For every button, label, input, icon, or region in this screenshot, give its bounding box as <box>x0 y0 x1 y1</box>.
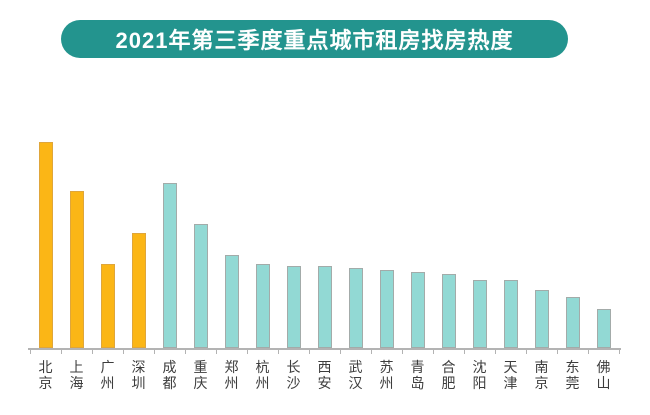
axis-tick <box>30 349 31 354</box>
bar <box>317 265 332 348</box>
bar <box>472 280 487 348</box>
bar-label: 青岛 <box>410 359 425 391</box>
axis-tick <box>371 349 372 354</box>
bar-label: 西安 <box>317 359 332 391</box>
axis-tick <box>61 349 62 354</box>
bar-label: 郑州 <box>224 359 239 391</box>
axis-tick <box>309 349 310 354</box>
bar <box>596 308 611 348</box>
bar <box>379 269 394 348</box>
bar-label: 长沙 <box>286 359 301 391</box>
bar-label: 天津 <box>503 359 518 391</box>
axis-tick <box>154 349 155 354</box>
x-axis-line <box>28 348 621 350</box>
bar <box>162 183 177 348</box>
bar <box>255 263 270 348</box>
axis-tick <box>216 349 217 354</box>
bar <box>286 265 301 348</box>
bar <box>224 255 239 348</box>
bar-label: 东莞 <box>565 359 580 391</box>
axis-tick <box>340 349 341 354</box>
bar-label: 北京 <box>38 359 53 391</box>
axis-tick <box>619 349 620 354</box>
axis-tick <box>464 349 465 354</box>
bar-label: 重庆 <box>193 359 208 391</box>
axis-tick <box>588 349 589 354</box>
bar-label: 南京 <box>534 359 549 391</box>
axis-tick <box>557 349 558 354</box>
axis-tick <box>123 349 124 354</box>
bar-label: 武汉 <box>348 359 363 391</box>
bar-label: 合肥 <box>441 359 456 391</box>
bar <box>503 280 518 348</box>
bar <box>69 191 84 348</box>
bar <box>565 296 580 348</box>
axis-tick <box>526 349 527 354</box>
bar <box>193 224 208 348</box>
bar-label: 佛山 <box>596 359 611 391</box>
axis-tick <box>278 349 279 354</box>
bar <box>348 267 363 348</box>
bar-label: 杭州 <box>255 359 270 391</box>
axis-tick <box>92 349 93 354</box>
axis-tick <box>495 349 496 354</box>
axis-tick <box>247 349 248 354</box>
bar-label: 成都 <box>162 359 177 391</box>
bar <box>38 142 53 348</box>
axis-tick <box>402 349 403 354</box>
axis-tick <box>185 349 186 354</box>
bar-label: 广州 <box>100 359 115 391</box>
bar-label: 深圳 <box>131 359 146 391</box>
chart-title: 2021年第三季度重点城市租房找房热度 <box>115 28 514 53</box>
bar <box>131 232 146 348</box>
bar <box>441 273 456 348</box>
bar <box>534 290 549 348</box>
bar <box>410 271 425 348</box>
bar-label: 上海 <box>69 359 84 391</box>
axis-tick <box>433 349 434 354</box>
chart-title-banner: 2021年第三季度重点城市租房找房热度 <box>61 20 568 58</box>
bar <box>100 263 115 348</box>
bar-label: 沈阳 <box>472 359 487 391</box>
bar-label: 苏州 <box>379 359 394 391</box>
